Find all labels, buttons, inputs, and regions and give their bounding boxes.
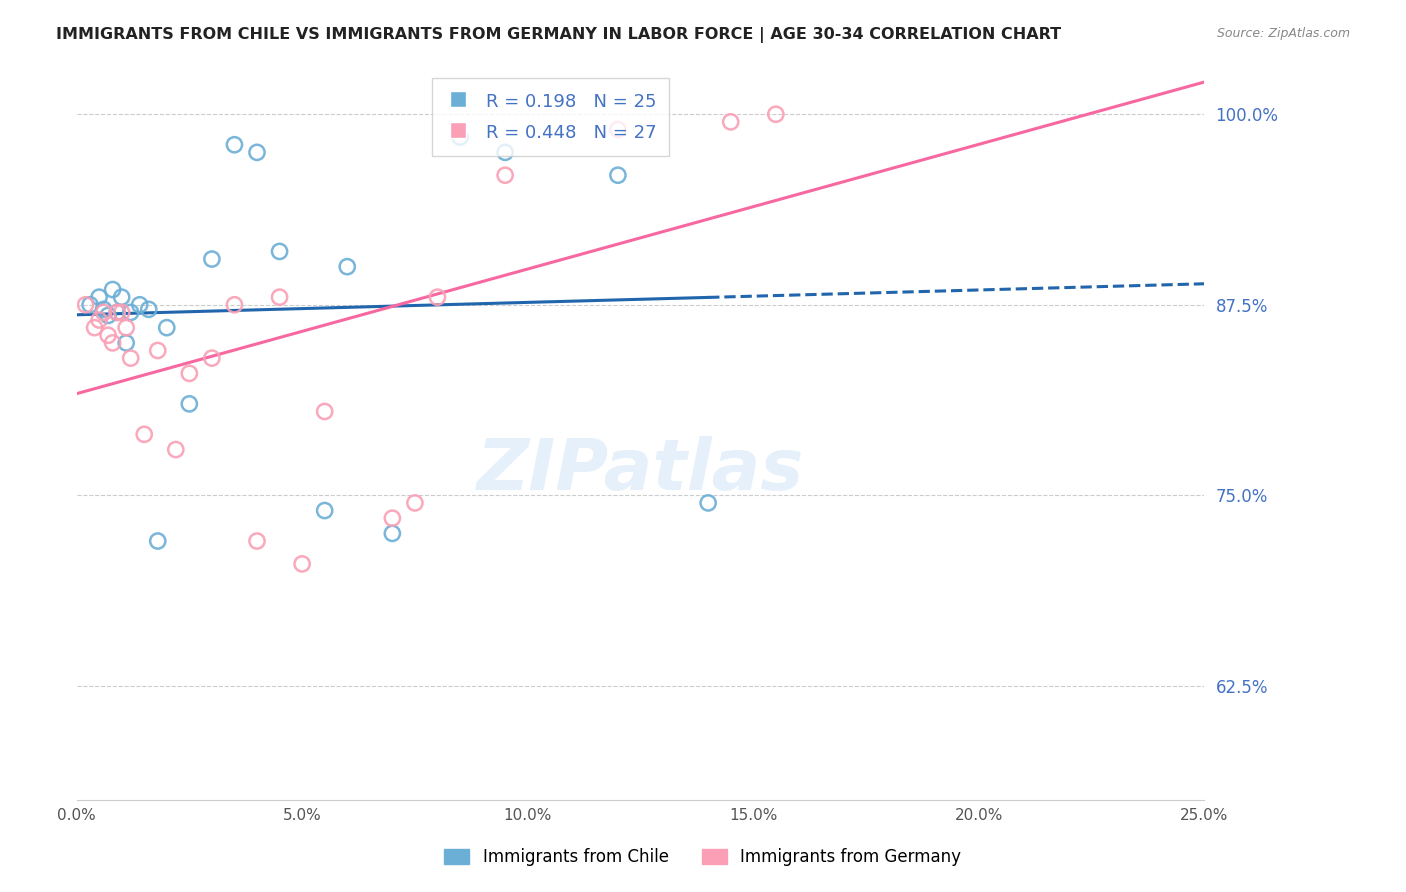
Point: [179, 397, 201, 411]
Point: [201, 252, 224, 266]
Point: [120, 305, 142, 319]
Legend: Immigrants from Chile, Immigrants from Germany: Immigrants from Chile, Immigrants from G…: [436, 840, 970, 875]
Text: IMMIGRANTS FROM CHILE VS IMMIGRANTS FROM GERMANY IN LABOR FORCE | AGE 30-34 CORR: IMMIGRANTS FROM CHILE VS IMMIGRANTS FROM…: [56, 27, 1062, 43]
Point: [165, 442, 187, 457]
Point: [720, 115, 742, 129]
Point: [97, 309, 120, 323]
Point: [246, 145, 269, 160]
Point: [120, 351, 142, 365]
Point: [606, 168, 628, 182]
Point: [75, 298, 97, 312]
Point: [201, 351, 224, 365]
Point: [381, 526, 404, 541]
Point: [224, 137, 246, 152]
Text: Source: ZipAtlas.com: Source: ZipAtlas.com: [1216, 27, 1350, 40]
Point: [224, 298, 246, 312]
Point: [179, 367, 201, 381]
Point: [156, 320, 179, 334]
Point: [97, 328, 120, 343]
Point: [128, 298, 150, 312]
Point: [494, 168, 516, 182]
Point: [93, 302, 115, 317]
Point: [87, 290, 110, 304]
Point: [83, 320, 105, 334]
Point: [134, 427, 156, 442]
Point: [115, 320, 138, 334]
Point: [426, 290, 449, 304]
Text: ZIPatlas: ZIPatlas: [477, 436, 804, 506]
Point: [697, 496, 720, 510]
Point: [105, 305, 128, 319]
Point: [87, 313, 110, 327]
Point: [494, 145, 516, 160]
Point: [111, 290, 134, 304]
Point: [146, 534, 169, 549]
Point: [449, 130, 471, 145]
Point: [115, 335, 138, 350]
Point: [314, 404, 336, 418]
Point: [314, 503, 336, 517]
Point: [381, 511, 404, 525]
Point: [269, 290, 291, 304]
Point: [101, 335, 124, 350]
Point: [246, 534, 269, 549]
Point: [146, 343, 169, 358]
Point: [404, 496, 426, 510]
Point: [336, 260, 359, 274]
Point: [606, 122, 628, 136]
Point: [101, 283, 124, 297]
Point: [138, 302, 160, 317]
Point: [269, 244, 291, 259]
Point: [765, 107, 787, 121]
Point: [111, 305, 134, 319]
Point: [105, 305, 128, 319]
Point: [93, 305, 115, 319]
Legend: R = 0.198   N = 25, R = 0.448   N = 27: R = 0.198 N = 25, R = 0.448 N = 27: [432, 78, 669, 156]
Point: [79, 298, 101, 312]
Point: [291, 557, 314, 571]
